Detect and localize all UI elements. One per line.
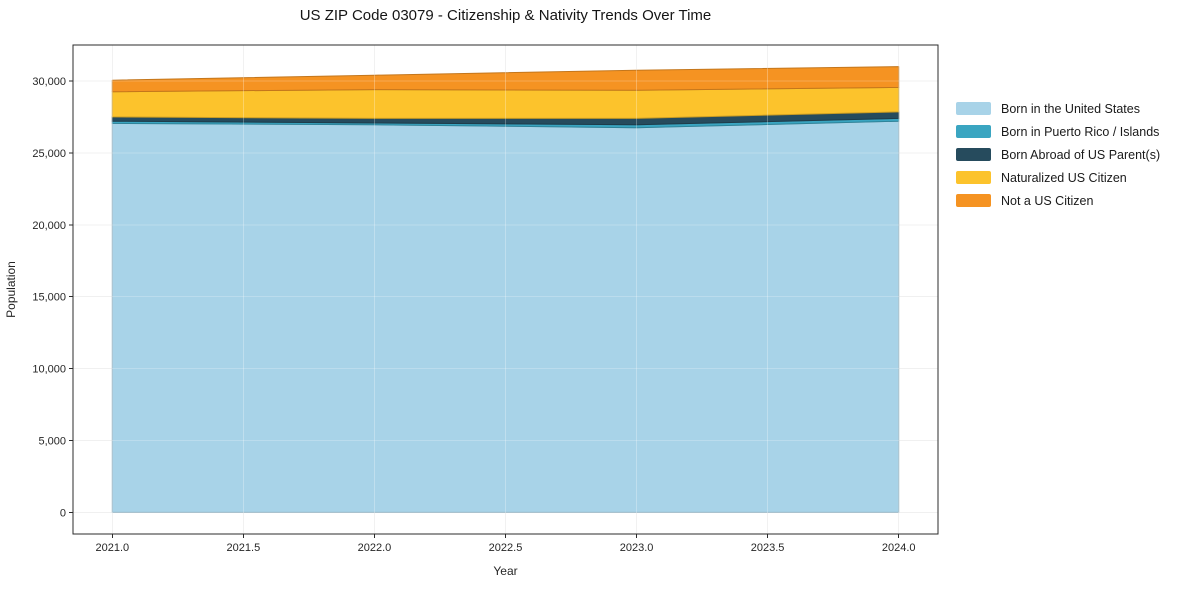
x-tick-label: 2023.5 [751,542,785,554]
x-tick-label: 2024.0 [882,542,916,554]
legend-swatch-icon [956,125,991,138]
legend-swatch-icon [956,102,991,115]
legend-label: Naturalized US Citizen [1001,170,1127,185]
legend-swatch-icon [956,171,991,184]
x-tick-label: 2022.0 [358,542,392,554]
legend-item-0: Born in the United States [956,97,1160,120]
x-axis-label: Year [493,564,517,578]
chart-legend: Born in the United States Born in Puerto … [956,97,1160,212]
y-tick-label: 0 [60,507,66,519]
y-tick-label: 20,000 [32,220,66,232]
area-series-4 [111,66,900,93]
legend-item-2: Born Abroad of US Parent(s) [956,143,1160,166]
legend-label: Born in Puerto Rico / Islands [1001,124,1160,139]
legend-label: Born in the United States [1001,101,1140,116]
legend-item-3: Naturalized US Citizen [956,166,1160,189]
x-tick-label: 2023.0 [620,542,654,554]
y-tick-label: 30,000 [32,76,66,88]
y-tick-label: 10,000 [32,364,66,376]
y-tick-label: 25,000 [32,148,66,160]
x-tick-label: 2021.5 [227,542,261,554]
legend-item-4: Not a US Citizen [956,189,1160,212]
legend-swatch-icon [956,148,991,161]
y-tick-label: 5,000 [38,436,66,448]
legend-label: Born Abroad of US Parent(s) [1001,147,1161,162]
chart-title: US ZIP Code 03079 - Citizenship & Nativi… [299,7,712,24]
x-tick-label: 2022.5 [489,542,523,554]
legend-label: Not a US Citizen [1001,193,1094,208]
legend-item-1: Born in Puerto Rico / Islands [956,120,1160,143]
y-tick-label: 15,000 [32,292,66,304]
y-axis-label: Population [4,261,18,318]
legend-swatch-icon [956,194,991,207]
x-tick-label: 2021.0 [95,542,129,554]
